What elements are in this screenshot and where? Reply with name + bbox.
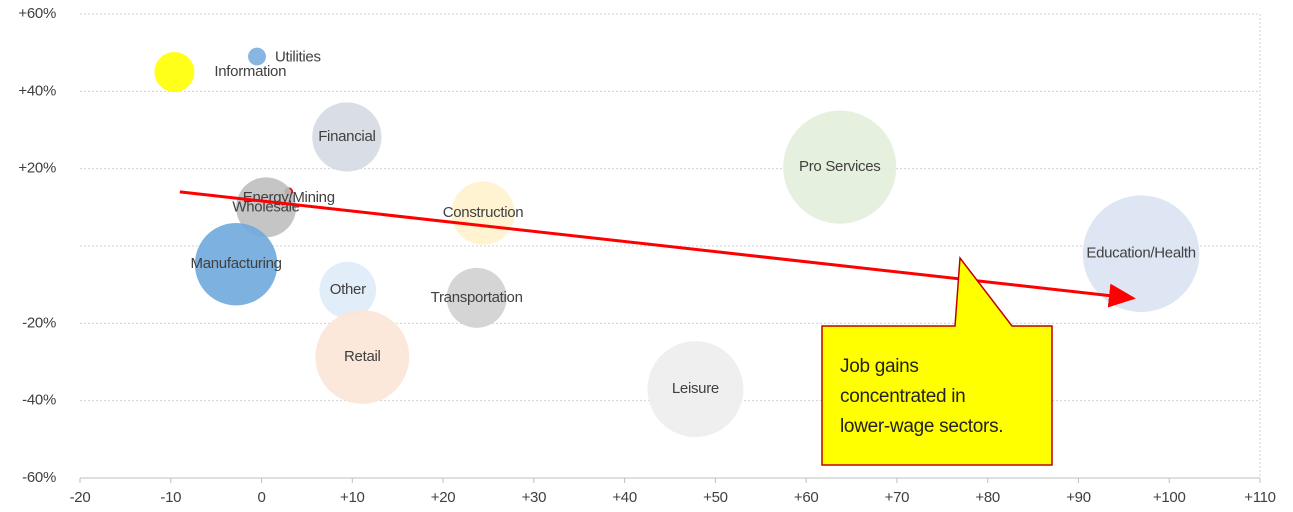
bubble bbox=[248, 47, 266, 66]
bubble-label: Utilities bbox=[275, 49, 321, 66]
bubble-label: Retail bbox=[344, 348, 381, 365]
x-tick-label: -10 bbox=[160, 489, 181, 506]
bubble-label: Information bbox=[214, 63, 286, 80]
x-tick-label: +110 bbox=[1244, 489, 1275, 506]
y-tick-label: -40% bbox=[22, 392, 56, 409]
x-tick-label: +40 bbox=[612, 489, 637, 506]
bubble-label: Construction bbox=[443, 204, 524, 221]
x-tick-label: -20 bbox=[70, 489, 91, 506]
bubble bbox=[312, 102, 382, 172]
x-tick-label: +50 bbox=[703, 489, 728, 506]
x-tick-label: +90 bbox=[1066, 489, 1091, 506]
y-tick-label: -20% bbox=[22, 314, 56, 331]
bubble bbox=[446, 267, 507, 328]
bubble bbox=[315, 310, 410, 404]
callout-text: concentrated in bbox=[840, 386, 965, 407]
x-tick-label: +20 bbox=[431, 489, 456, 506]
y-tick-label: +60% bbox=[18, 5, 56, 22]
bubble bbox=[194, 222, 278, 306]
bubble bbox=[236, 177, 297, 238]
bubble-label: Other bbox=[330, 281, 366, 298]
bubble bbox=[783, 110, 897, 224]
x-tick-label: +30 bbox=[522, 489, 547, 506]
callout-text: lower-wage sectors. bbox=[840, 416, 1003, 437]
bubble-label: Manufacturing bbox=[191, 255, 282, 272]
x-tick-label: +70 bbox=[885, 489, 910, 506]
y-tick-label: +40% bbox=[18, 82, 56, 99]
y-tick-label: +20% bbox=[18, 160, 56, 177]
x-tick-label: 0 bbox=[258, 489, 266, 506]
bubble-label: Transportation bbox=[431, 289, 523, 306]
bubble bbox=[154, 52, 195, 92]
bubble-label: Financial bbox=[318, 128, 375, 145]
x-tick-label: +100 bbox=[1153, 489, 1186, 506]
callout-text: Job gains bbox=[840, 356, 919, 377]
bubble bbox=[319, 261, 377, 319]
callout-box bbox=[821, 255, 1053, 466]
x-tick-label: +60 bbox=[794, 489, 819, 506]
callout: Job gains concentrated in lower-wage sec… bbox=[821, 255, 1053, 466]
bubble-label: Education/Health bbox=[1086, 245, 1195, 262]
bubble bbox=[1082, 195, 1200, 313]
x-tick-label: +80 bbox=[975, 489, 1000, 506]
bubble-label: Leisure bbox=[672, 380, 719, 397]
x-tick-label: +10 bbox=[340, 489, 365, 506]
bubble-label: Pro Services bbox=[799, 158, 880, 175]
bubble bbox=[647, 341, 744, 438]
y-tick-label: -60% bbox=[22, 469, 56, 486]
